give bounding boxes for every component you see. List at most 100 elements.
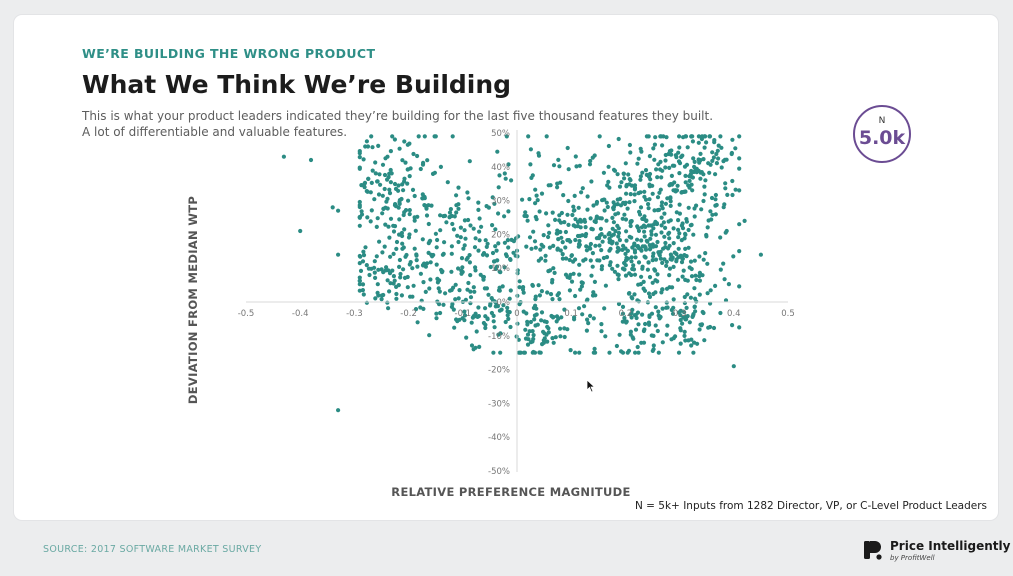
data-point — [629, 183, 634, 188]
data-point — [383, 222, 388, 227]
data-point — [692, 286, 697, 291]
data-point — [665, 305, 670, 310]
data-point — [672, 163, 677, 168]
data-point — [562, 220, 567, 225]
data-point — [580, 280, 585, 286]
data-point — [676, 350, 682, 355]
x-tick-label: -0.1 — [455, 309, 472, 319]
data-point — [676, 246, 681, 251]
data-point — [392, 137, 397, 142]
data-point — [677, 171, 682, 176]
data-point — [412, 218, 417, 223]
data-point — [655, 175, 660, 180]
data-point — [373, 296, 378, 301]
x-tick-label: 0.3 — [673, 309, 687, 319]
data-point — [607, 185, 612, 190]
data-point — [718, 235, 723, 240]
data-point — [671, 264, 676, 269]
data-point — [521, 350, 527, 355]
data-point — [359, 209, 364, 214]
data-point — [620, 216, 625, 221]
data-point — [402, 227, 407, 232]
data-point — [693, 296, 698, 301]
data-point — [496, 185, 501, 190]
data-point — [491, 350, 496, 355]
data-point — [391, 229, 397, 234]
data-point — [555, 181, 560, 186]
y-tick-label: -50% — [488, 467, 510, 477]
data-point — [623, 200, 628, 205]
data-point — [522, 213, 527, 218]
data-point — [433, 231, 438, 236]
data-point — [483, 325, 488, 331]
data-point — [584, 231, 589, 237]
data-point — [616, 301, 622, 307]
data-point — [414, 258, 419, 263]
data-point — [441, 302, 446, 307]
data-point — [463, 297, 468, 302]
data-point — [474, 329, 479, 334]
data-point — [548, 292, 554, 297]
brand-name: Price Intelligently — [890, 539, 1011, 553]
data-point — [689, 222, 694, 227]
data-point — [447, 288, 453, 293]
data-point — [663, 201, 669, 206]
data-point — [705, 291, 710, 296]
data-point — [691, 350, 696, 355]
data-point — [588, 258, 593, 263]
data-point — [705, 261, 710, 266]
data-point — [365, 215, 370, 220]
data-point — [560, 240, 565, 245]
data-point — [476, 248, 481, 253]
data-point — [600, 198, 605, 203]
data-point — [679, 260, 685, 265]
data-point — [472, 289, 477, 294]
data-point — [713, 172, 718, 177]
data-point — [659, 223, 664, 228]
data-point — [692, 258, 697, 263]
data-point — [483, 314, 488, 319]
data-point — [638, 174, 644, 179]
data-point — [480, 252, 486, 257]
data-point — [308, 157, 314, 163]
data-point — [588, 313, 593, 318]
data-point — [379, 293, 384, 298]
data-point — [677, 231, 682, 236]
data-point — [553, 217, 558, 222]
data-point — [672, 250, 677, 255]
data-point — [454, 203, 459, 208]
data-point — [531, 336, 536, 342]
data-point — [525, 332, 531, 337]
data-point — [629, 259, 634, 264]
data-point — [653, 135, 658, 140]
data-point — [684, 217, 689, 222]
data-point — [624, 320, 629, 325]
data-point — [708, 288, 713, 293]
data-point — [466, 196, 471, 201]
data-point — [481, 277, 486, 282]
data-point — [488, 264, 493, 270]
data-point — [615, 249, 620, 254]
data-point — [462, 228, 467, 233]
data-point — [642, 189, 647, 194]
data-point — [651, 333, 656, 338]
data-point — [484, 244, 489, 249]
y-tick-label: 40% — [491, 163, 510, 173]
data-point — [471, 226, 476, 231]
data-point — [659, 215, 664, 220]
data-point — [688, 295, 694, 300]
data-point — [387, 289, 392, 294]
data-point — [640, 266, 645, 271]
data-point — [622, 315, 627, 321]
data-point — [378, 182, 383, 187]
data-point — [527, 197, 532, 202]
data-point — [372, 265, 377, 270]
data-point — [453, 282, 458, 287]
data-point — [602, 234, 607, 239]
data-point — [505, 238, 510, 243]
data-point — [537, 209, 542, 214]
data-point — [528, 319, 534, 325]
data-point — [539, 318, 544, 323]
data-point — [697, 327, 702, 332]
x-tick-label: -0.3 — [346, 309, 363, 319]
